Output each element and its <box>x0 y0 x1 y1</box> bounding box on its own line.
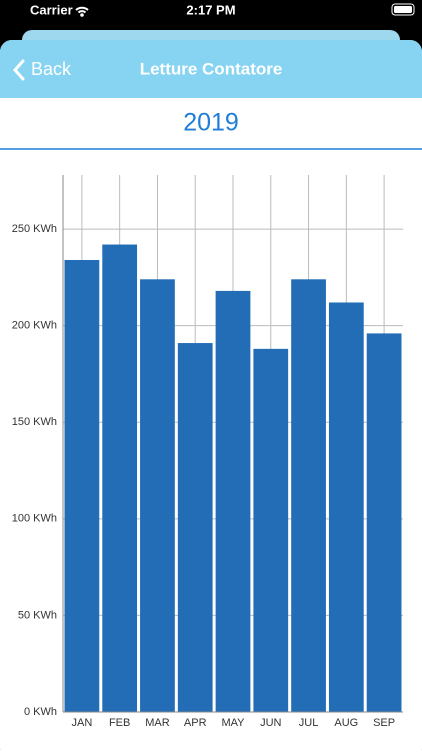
bar <box>64 259 100 712</box>
x-tick-label: APR <box>184 717 207 729</box>
nav-bar <box>0 40 422 98</box>
chart: 0 KWh 50 KWh 100 KWh 150 KWh 200 KWh 250 KWh J… <box>12 175 403 729</box>
carrier: Carrier <box>30 2 73 17</box>
y-tick-label: 50 KWh <box>18 609 57 621</box>
bar <box>215 290 251 712</box>
bar <box>177 343 213 712</box>
wifi-dot <box>80 13 84 17</box>
x-tick-label: JUN <box>260 717 281 729</box>
y-tick-label: 150 KWh <box>12 416 57 428</box>
year-title: 2019 <box>183 109 239 137</box>
bar <box>102 244 138 713</box>
bar <box>366 333 402 712</box>
x-tick-label: MAR <box>145 717 170 729</box>
battery <box>391 3 415 16</box>
x-tick-label: JAN <box>71 717 92 729</box>
y-tick-label: 200 KWh <box>12 320 57 332</box>
y-tick-label: 0 KWh <box>24 706 57 718</box>
wifi-icon <box>75 6 89 14</box>
bar <box>140 279 175 712</box>
x-tick-label: FEB <box>109 717 130 729</box>
x-tick-label: SEP <box>373 717 395 729</box>
back-button[interactable]: Back <box>31 59 72 79</box>
battery-level <box>394 6 412 13</box>
clock: 2:17 PM <box>186 2 235 17</box>
back-chevron[interactable] <box>12 59 25 81</box>
x-tick-label: JUL <box>299 717 319 729</box>
bar <box>291 279 326 712</box>
bar <box>328 302 364 712</box>
y-tick-label: 250 KWh <box>12 223 57 235</box>
x-tick-label: MAY <box>221 717 245 729</box>
y-tick-label: 100 KWh <box>12 513 57 525</box>
bar <box>253 348 289 712</box>
nav-title: Letture Contatore <box>140 59 283 78</box>
x-tick-label: AUG <box>334 717 358 729</box>
